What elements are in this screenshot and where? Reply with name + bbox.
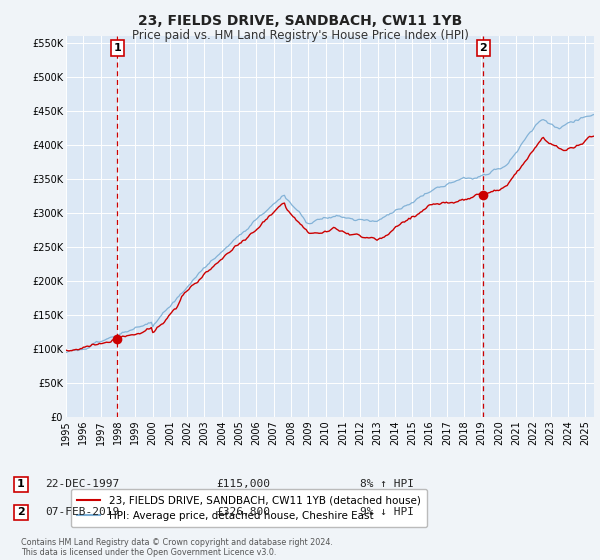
Text: £326,800: £326,800: [216, 507, 270, 517]
Text: £115,000: £115,000: [216, 479, 270, 489]
Text: 1: 1: [113, 43, 121, 53]
Text: 07-FEB-2019: 07-FEB-2019: [45, 507, 119, 517]
Text: 23, FIELDS DRIVE, SANDBACH, CW11 1YB: 23, FIELDS DRIVE, SANDBACH, CW11 1YB: [138, 14, 462, 28]
Text: 1: 1: [17, 479, 25, 489]
Text: 2: 2: [17, 507, 25, 517]
Text: 2: 2: [479, 43, 487, 53]
Text: Contains HM Land Registry data © Crown copyright and database right 2024.
This d: Contains HM Land Registry data © Crown c…: [21, 538, 333, 557]
Legend: 23, FIELDS DRIVE, SANDBACH, CW11 1YB (detached house), HPI: Average price, detac: 23, FIELDS DRIVE, SANDBACH, CW11 1YB (de…: [71, 489, 427, 527]
Text: Price paid vs. HM Land Registry's House Price Index (HPI): Price paid vs. HM Land Registry's House …: [131, 29, 469, 42]
Text: 22-DEC-1997: 22-DEC-1997: [45, 479, 119, 489]
Text: 9% ↓ HPI: 9% ↓ HPI: [360, 507, 414, 517]
Text: 8% ↑ HPI: 8% ↑ HPI: [360, 479, 414, 489]
